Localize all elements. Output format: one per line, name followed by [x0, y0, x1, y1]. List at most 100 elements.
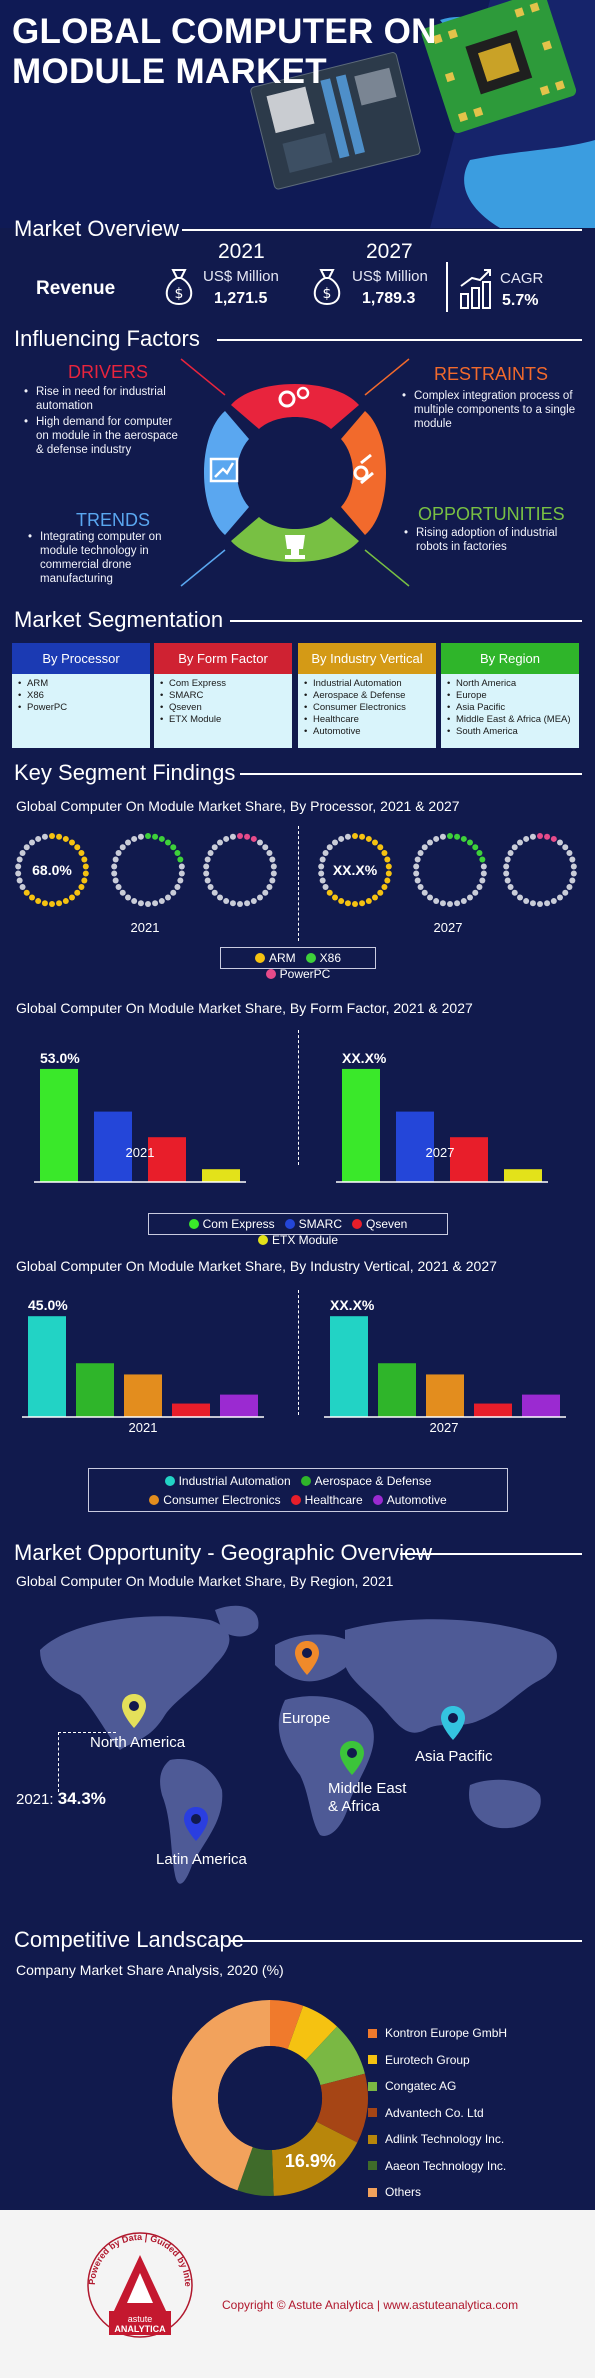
ring-dot-x86 — [479, 856, 486, 863]
ring-dot-arm — [377, 889, 384, 896]
bar-qseven — [450, 1137, 488, 1182]
ring-dot-arm — [319, 856, 326, 863]
ring-dot-arm — [338, 898, 345, 905]
ring-dot-x86 — [472, 889, 479, 896]
ring-dot-powerpc — [523, 835, 530, 842]
ring-dot-arm — [35, 898, 42, 905]
legend-item: Consumer Electronics — [149, 1492, 281, 1507]
ring-dot-arm — [332, 839, 339, 846]
year-label-2027: 2027 — [433, 920, 463, 935]
bar-etx-module — [504, 1169, 542, 1182]
ring-dot-x86 — [421, 844, 428, 851]
legend-label: Advantech Co. Ltd — [385, 2105, 484, 2120]
ring-dot-x86 — [131, 835, 138, 842]
map-pin-icon — [184, 1807, 208, 1841]
legend-label: Com Express — [202, 1217, 275, 1231]
ring-dot-arm — [35, 835, 42, 842]
legend-swatch — [149, 1494, 160, 1505]
ring-dot-x86 — [174, 850, 181, 856]
revenue-label: Revenue — [36, 278, 116, 299]
segment-item: Asia Pacific — [447, 702, 573, 714]
ring-dot-arm — [384, 856, 391, 863]
ring-dot-arm — [318, 870, 325, 877]
legend-label: Consumer Electronics — [163, 1492, 281, 1507]
segment-item: North America — [447, 678, 573, 690]
segment-column-processor: By Processor ARM X86 PowerPC — [12, 643, 150, 748]
influencing-factors-heading: Influencing Factors — [14, 326, 200, 351]
legend-swatch — [368, 2108, 377, 2118]
ring-dot-arm — [16, 877, 23, 884]
connector-line — [364, 549, 410, 587]
ring-dot-powerpc — [544, 900, 551, 907]
legend-swatch — [265, 969, 276, 979]
ring-dot-powerpc — [203, 870, 210, 877]
segment-item: ARM — [18, 678, 144, 690]
cagr-label: CAGR — [500, 270, 544, 287]
ring-dot-powerpc — [537, 901, 543, 907]
ring-dot-x86 — [125, 894, 132, 901]
ring-dot-x86 — [427, 839, 434, 846]
svg-text:astute: astute — [128, 2314, 153, 2324]
legend-item: ETX Module — [257, 1233, 338, 1247]
ring-dot-arm — [82, 863, 89, 870]
legend-swatch — [368, 2161, 377, 2171]
ring-dot-arm — [19, 884, 26, 890]
ring-dot-arm — [384, 877, 391, 884]
legend-label: Aaeon Technology Inc. — [385, 2158, 507, 2173]
legend-item: Eurotech Group — [368, 2047, 507, 2074]
slice-eurotech-group — [287, 2005, 338, 2061]
ring-dot-arm — [62, 898, 69, 905]
ring-dot-powerpc — [566, 850, 573, 856]
map-pin-icon — [340, 1741, 364, 1775]
ring-dot-x86 — [164, 839, 171, 846]
legend-label: Eurotech Group — [385, 2052, 470, 2067]
growth-chart-icon — [460, 269, 491, 309]
ring-dot-x86 — [414, 856, 421, 863]
segment-item: Healthcare — [304, 714, 430, 726]
map-pin-icon — [122, 1694, 146, 1728]
ring-dot-arm — [29, 894, 36, 901]
section-divider — [230, 1940, 582, 1942]
year-label-2027: 2027 — [429, 1420, 459, 1435]
ring-dot-x86 — [137, 900, 144, 907]
ring-dot-arm — [74, 844, 81, 851]
ring-dot-arm — [359, 833, 366, 840]
ring-dot-x86 — [177, 877, 184, 884]
drivers-segment — [231, 384, 359, 429]
ring-dot-arm — [23, 889, 30, 896]
ring-dot-powerpc — [207, 884, 214, 890]
ring-value-label: 68.0% — [32, 862, 72, 878]
ring-dot-x86 — [111, 870, 118, 877]
ring-dot-arm — [385, 870, 392, 877]
legend-item: Aerospace & Defense — [300, 1474, 431, 1488]
ring-dot-arm — [16, 856, 23, 863]
ring-dot-arm — [381, 884, 388, 890]
section-divider — [240, 773, 582, 775]
form-factor-bar-chart: 53.0% XX.X% — [34, 1050, 548, 1183]
ring-dot-arm — [41, 833, 48, 840]
legend-label: Congatec AG — [385, 2079, 457, 2094]
ring-dot-powerpc — [244, 900, 251, 907]
ring-dot-arm — [78, 850, 85, 856]
ring-dot-powerpc — [504, 877, 511, 884]
bar-automotive — [522, 1394, 560, 1417]
legend-item: Automotive — [372, 1493, 447, 1507]
ring-dot-x86 — [174, 884, 181, 890]
donut-hole — [218, 2046, 322, 2150]
segment-item: Middle East & Africa (MEA) — [447, 714, 573, 726]
segment-item: South America — [447, 726, 573, 738]
slice-congatec-ag — [305, 2026, 365, 2086]
legend-item: Congatec AG — [368, 2073, 507, 2100]
ring-dot-x86 — [454, 833, 461, 840]
ring-dot-arm — [359, 900, 366, 907]
ring-dot-arm — [365, 898, 372, 905]
segment-item: Aerospace & Defense — [304, 690, 430, 702]
ring-dot-powerpc — [204, 877, 211, 884]
ring-dot-x86 — [414, 877, 421, 884]
ring-dot-arm — [381, 850, 388, 856]
ring-dot-arm — [326, 844, 333, 851]
region-callout: 2021: 34.3% — [16, 1789, 106, 1809]
footer — [0, 2210, 595, 2378]
industry-vertical-legend: Industrial Automation Aerospace & Defense… — [88, 1468, 508, 1512]
ring-dot-x86 — [460, 898, 467, 905]
